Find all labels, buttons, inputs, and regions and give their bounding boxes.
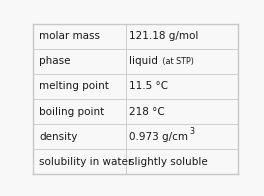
Text: slightly soluble: slightly soluble: [129, 157, 208, 167]
Text: 3: 3: [189, 127, 194, 136]
Text: melting point: melting point: [39, 81, 109, 91]
Text: density: density: [39, 132, 78, 142]
Text: 0.973 g/cm: 0.973 g/cm: [129, 132, 188, 142]
Text: phase: phase: [39, 56, 71, 66]
Text: boiling point: boiling point: [39, 107, 104, 117]
Text: 121.18 g/mol: 121.18 g/mol: [129, 31, 199, 41]
Text: 218 °C: 218 °C: [129, 107, 165, 117]
Text: (at STP): (at STP): [160, 57, 194, 66]
Text: solubility in water: solubility in water: [39, 157, 132, 167]
Text: liquid: liquid: [129, 56, 158, 66]
Text: 11.5 °C: 11.5 °C: [129, 81, 168, 91]
Text: molar mass: molar mass: [39, 31, 100, 41]
